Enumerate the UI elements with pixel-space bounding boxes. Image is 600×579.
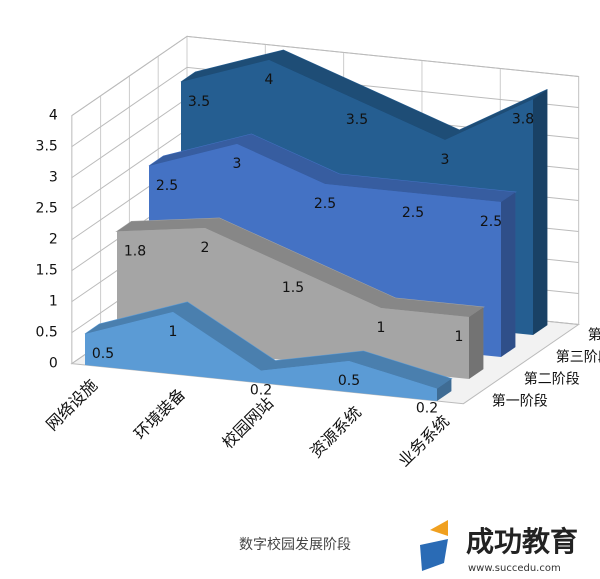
value-label: 2 [201, 240, 210, 256]
x-tick-label: 环境装备 [130, 385, 189, 444]
value-label: 2.5 [314, 196, 336, 212]
area-side [533, 89, 548, 335]
value-label: 1 [169, 324, 178, 340]
area-side-shade [437, 378, 452, 401]
x-tick-label: 业务系统 [394, 412, 453, 471]
x-tick-label: 校园网站 [218, 394, 277, 453]
logo-shape [420, 539, 448, 571]
grid-line [71, 35, 579, 117]
legend-label: 第四阶段 [588, 327, 600, 344]
area [85, 312, 437, 401]
area-side [437, 378, 452, 401]
value-label: 0.2 [416, 401, 438, 417]
y-tick-label: 1.5 [36, 263, 58, 279]
value-label: 3.5 [346, 112, 368, 128]
y-tick-label: 4 [49, 108, 58, 124]
area-side-shade [501, 192, 516, 357]
area-top-shade [181, 50, 548, 140]
legend-label: 第一阶段 [492, 393, 548, 410]
area-side-shade [469, 307, 484, 379]
watermark-brand: 成功教育 [466, 525, 578, 558]
area-top-shade [85, 302, 452, 389]
x-tick-label: 资源系统 [306, 403, 365, 462]
value-label: 0.2 [250, 383, 272, 399]
value-label: 3 [441, 152, 450, 168]
y-tick-label: 3.5 [36, 139, 58, 155]
y-tick-label: 1 [49, 294, 58, 310]
value-label: 2.5 [480, 214, 502, 230]
value-label: 1 [455, 329, 464, 345]
y-tick-label: 3 [49, 170, 58, 186]
value-label: 0.5 [92, 346, 114, 362]
value-label: 3.8 [512, 111, 534, 127]
value-label: 2.5 [156, 178, 178, 194]
area-side [469, 307, 484, 379]
x-tick-label: 网络设施 [42, 376, 101, 435]
area-top-shade [149, 134, 516, 202]
area-side-shade [533, 89, 548, 335]
y-tick-label: 2.5 [36, 201, 58, 217]
area-top-shade [117, 218, 484, 317]
chart-title: 数字校园发展阶段 [239, 536, 351, 553]
logo-shape [430, 520, 448, 536]
value-label: 2.5 [402, 205, 424, 221]
watermark-url: www.succedu.com [468, 563, 561, 574]
value-label: 1.5 [282, 280, 304, 296]
y-tick-label: 2 [49, 232, 58, 248]
value-label: 0.5 [338, 373, 360, 389]
grid-line [71, 66, 579, 148]
watermark: 成功教育 www.succedu.com [420, 520, 578, 574]
legend-label: 第二阶段 [524, 371, 580, 388]
value-label: 1.8 [124, 243, 146, 259]
value-label: 1 [377, 320, 386, 336]
y-tick-label: 0.5 [36, 325, 58, 341]
legend-label: 第三阶段 [556, 349, 600, 366]
area-side [501, 192, 516, 357]
value-label: 4 [265, 72, 274, 88]
y-tick-label: 0 [49, 356, 58, 372]
value-label: 3 [233, 156, 242, 172]
value-label: 3.5 [188, 94, 210, 110]
